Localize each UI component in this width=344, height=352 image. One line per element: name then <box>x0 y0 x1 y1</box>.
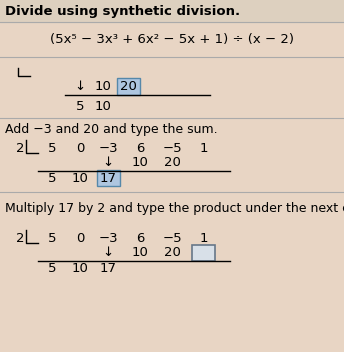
Text: −5: −5 <box>162 232 182 245</box>
Text: 2: 2 <box>16 142 24 155</box>
Text: 17: 17 <box>99 262 117 275</box>
Text: 10: 10 <box>131 246 149 259</box>
Bar <box>0 0 344 22</box>
FancyBboxPatch shape <box>97 170 119 186</box>
Text: 5: 5 <box>48 232 56 245</box>
Text: 20: 20 <box>120 80 137 93</box>
FancyBboxPatch shape <box>117 77 140 94</box>
Text: 10: 10 <box>95 80 111 93</box>
Text: 10: 10 <box>72 171 88 184</box>
Text: −5: −5 <box>162 142 182 155</box>
Text: Add −3 and 20 and type the sum.: Add −3 and 20 and type the sum. <box>5 122 218 136</box>
Text: 20: 20 <box>163 246 181 259</box>
Text: 10: 10 <box>95 100 111 113</box>
Text: 20: 20 <box>163 157 181 170</box>
Text: 1: 1 <box>200 142 208 155</box>
Text: 5: 5 <box>48 262 56 275</box>
Text: −3: −3 <box>98 232 118 245</box>
Text: 5: 5 <box>76 100 84 113</box>
Text: 5: 5 <box>48 142 56 155</box>
Text: ↓: ↓ <box>103 246 114 259</box>
Text: 10: 10 <box>72 262 88 275</box>
Text: ↓: ↓ <box>74 80 86 93</box>
Text: 1: 1 <box>200 232 208 245</box>
Text: 6: 6 <box>136 142 144 155</box>
Text: 0: 0 <box>76 232 84 245</box>
FancyBboxPatch shape <box>192 245 215 260</box>
Text: 5: 5 <box>48 171 56 184</box>
Text: Divide using synthetic division.: Divide using synthetic division. <box>5 5 240 18</box>
Text: −3: −3 <box>98 142 118 155</box>
Text: Multiply 17 by 2 and type the product under the next coefficient.: Multiply 17 by 2 and type the product un… <box>5 202 344 215</box>
Text: 17: 17 <box>99 171 117 184</box>
Text: 0: 0 <box>76 142 84 155</box>
Text: 2: 2 <box>16 232 24 245</box>
Text: (5x⁵ − 3x³ + 6x² − 5x + 1) ÷ (x − 2): (5x⁵ − 3x³ + 6x² − 5x + 1) ÷ (x − 2) <box>50 33 294 46</box>
Text: 10: 10 <box>131 157 149 170</box>
Text: ↓: ↓ <box>103 157 114 170</box>
Text: 6: 6 <box>136 232 144 245</box>
